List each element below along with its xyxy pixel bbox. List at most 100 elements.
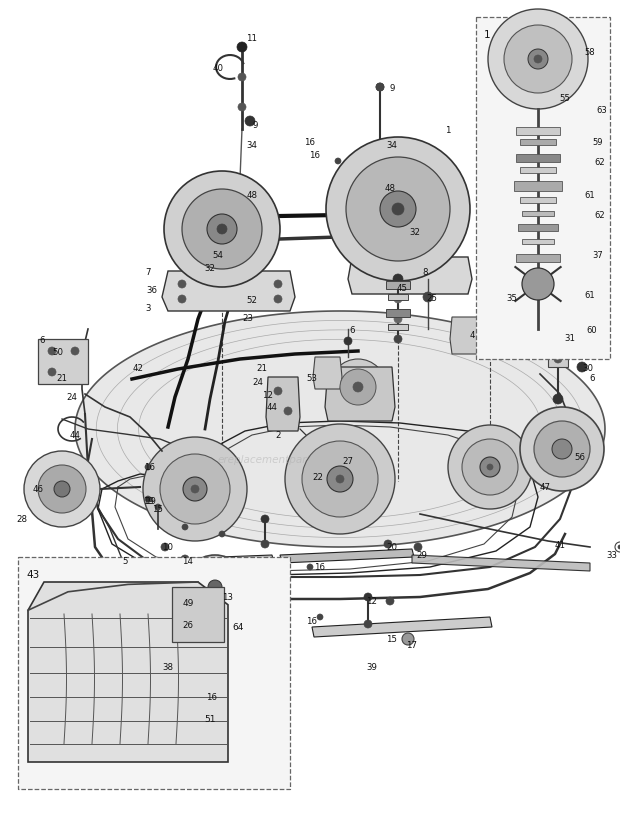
Text: 45: 45: [397, 283, 407, 292]
Text: 20: 20: [386, 543, 397, 552]
Text: 30: 30: [583, 363, 593, 372]
Polygon shape: [520, 198, 556, 204]
Polygon shape: [522, 240, 554, 245]
Circle shape: [577, 363, 587, 373]
Text: 21: 21: [56, 373, 68, 382]
Text: 62: 62: [595, 157, 605, 166]
Polygon shape: [450, 318, 480, 354]
Circle shape: [462, 440, 518, 496]
Text: 7: 7: [145, 268, 151, 276]
Text: 62: 62: [595, 210, 605, 219]
Text: 61: 61: [585, 290, 595, 299]
Polygon shape: [162, 272, 295, 312]
Circle shape: [238, 104, 246, 112]
Text: 16: 16: [304, 137, 316, 146]
Text: 32: 32: [205, 263, 216, 273]
Text: 4: 4: [469, 330, 475, 339]
Text: 3: 3: [145, 303, 151, 312]
Circle shape: [191, 486, 199, 493]
Text: 34: 34: [386, 140, 397, 150]
Circle shape: [504, 26, 572, 94]
Circle shape: [161, 543, 169, 551]
Circle shape: [48, 348, 56, 355]
Circle shape: [219, 532, 225, 538]
Text: 16: 16: [309, 150, 321, 160]
Text: 59: 59: [593, 137, 603, 146]
Text: 40: 40: [213, 64, 223, 73]
Text: 33: 33: [606, 550, 618, 558]
Circle shape: [274, 296, 282, 303]
Text: 38: 38: [162, 663, 174, 671]
Text: 55: 55: [559, 94, 570, 102]
Circle shape: [71, 348, 79, 355]
Circle shape: [552, 440, 572, 460]
Text: 51: 51: [204, 715, 216, 724]
Text: 41: 41: [554, 540, 565, 549]
Circle shape: [376, 84, 384, 92]
Circle shape: [394, 296, 402, 303]
Text: 16: 16: [314, 563, 326, 572]
Circle shape: [284, 407, 292, 415]
Polygon shape: [312, 617, 492, 637]
Text: 10: 10: [162, 543, 174, 552]
Circle shape: [183, 555, 247, 619]
Text: 12: 12: [366, 597, 378, 606]
Text: 15: 15: [386, 635, 397, 644]
Text: 48: 48: [247, 191, 257, 199]
Polygon shape: [172, 588, 224, 642]
Circle shape: [302, 441, 378, 517]
Circle shape: [618, 545, 620, 549]
Text: 23: 23: [242, 314, 254, 322]
Polygon shape: [520, 168, 556, 174]
Circle shape: [346, 158, 450, 262]
Circle shape: [534, 56, 542, 64]
Text: 8: 8: [422, 268, 428, 276]
Circle shape: [327, 466, 353, 492]
Circle shape: [195, 568, 235, 607]
Polygon shape: [516, 155, 560, 163]
Text: 16: 16: [306, 617, 317, 626]
Text: 1: 1: [484, 30, 490, 40]
Text: 14: 14: [182, 557, 193, 566]
Circle shape: [178, 296, 186, 303]
Circle shape: [261, 540, 269, 548]
Polygon shape: [38, 339, 88, 385]
Text: 37: 37: [593, 250, 603, 259]
Circle shape: [553, 103, 563, 113]
Text: 31: 31: [564, 333, 575, 342]
Circle shape: [183, 477, 207, 502]
Text: 6: 6: [349, 325, 355, 334]
Circle shape: [335, 159, 341, 165]
Text: 1: 1: [445, 125, 451, 135]
Text: 6: 6: [589, 373, 595, 382]
Polygon shape: [412, 555, 590, 571]
Circle shape: [54, 482, 70, 497]
Circle shape: [589, 47, 595, 53]
Circle shape: [182, 190, 262, 270]
Text: 22: 22: [312, 473, 324, 482]
Polygon shape: [548, 319, 568, 368]
Polygon shape: [388, 294, 408, 301]
Text: 16: 16: [144, 463, 156, 472]
Circle shape: [364, 594, 372, 601]
Text: 27: 27: [342, 457, 353, 466]
Circle shape: [522, 268, 554, 301]
Text: 11: 11: [247, 33, 257, 43]
Circle shape: [330, 359, 386, 415]
Text: 26: 26: [182, 619, 193, 629]
Circle shape: [353, 383, 363, 393]
Text: 19: 19: [143, 497, 153, 506]
Circle shape: [488, 10, 588, 110]
Bar: [18, 558, 290, 789]
Polygon shape: [518, 225, 558, 232]
Text: 5: 5: [122, 557, 128, 566]
Circle shape: [394, 335, 402, 344]
Text: 63: 63: [596, 105, 608, 115]
Circle shape: [261, 515, 269, 523]
Circle shape: [164, 171, 280, 288]
Circle shape: [317, 614, 323, 620]
Circle shape: [392, 204, 404, 216]
Circle shape: [143, 437, 247, 542]
Text: 43: 43: [26, 569, 39, 579]
Circle shape: [178, 281, 186, 288]
